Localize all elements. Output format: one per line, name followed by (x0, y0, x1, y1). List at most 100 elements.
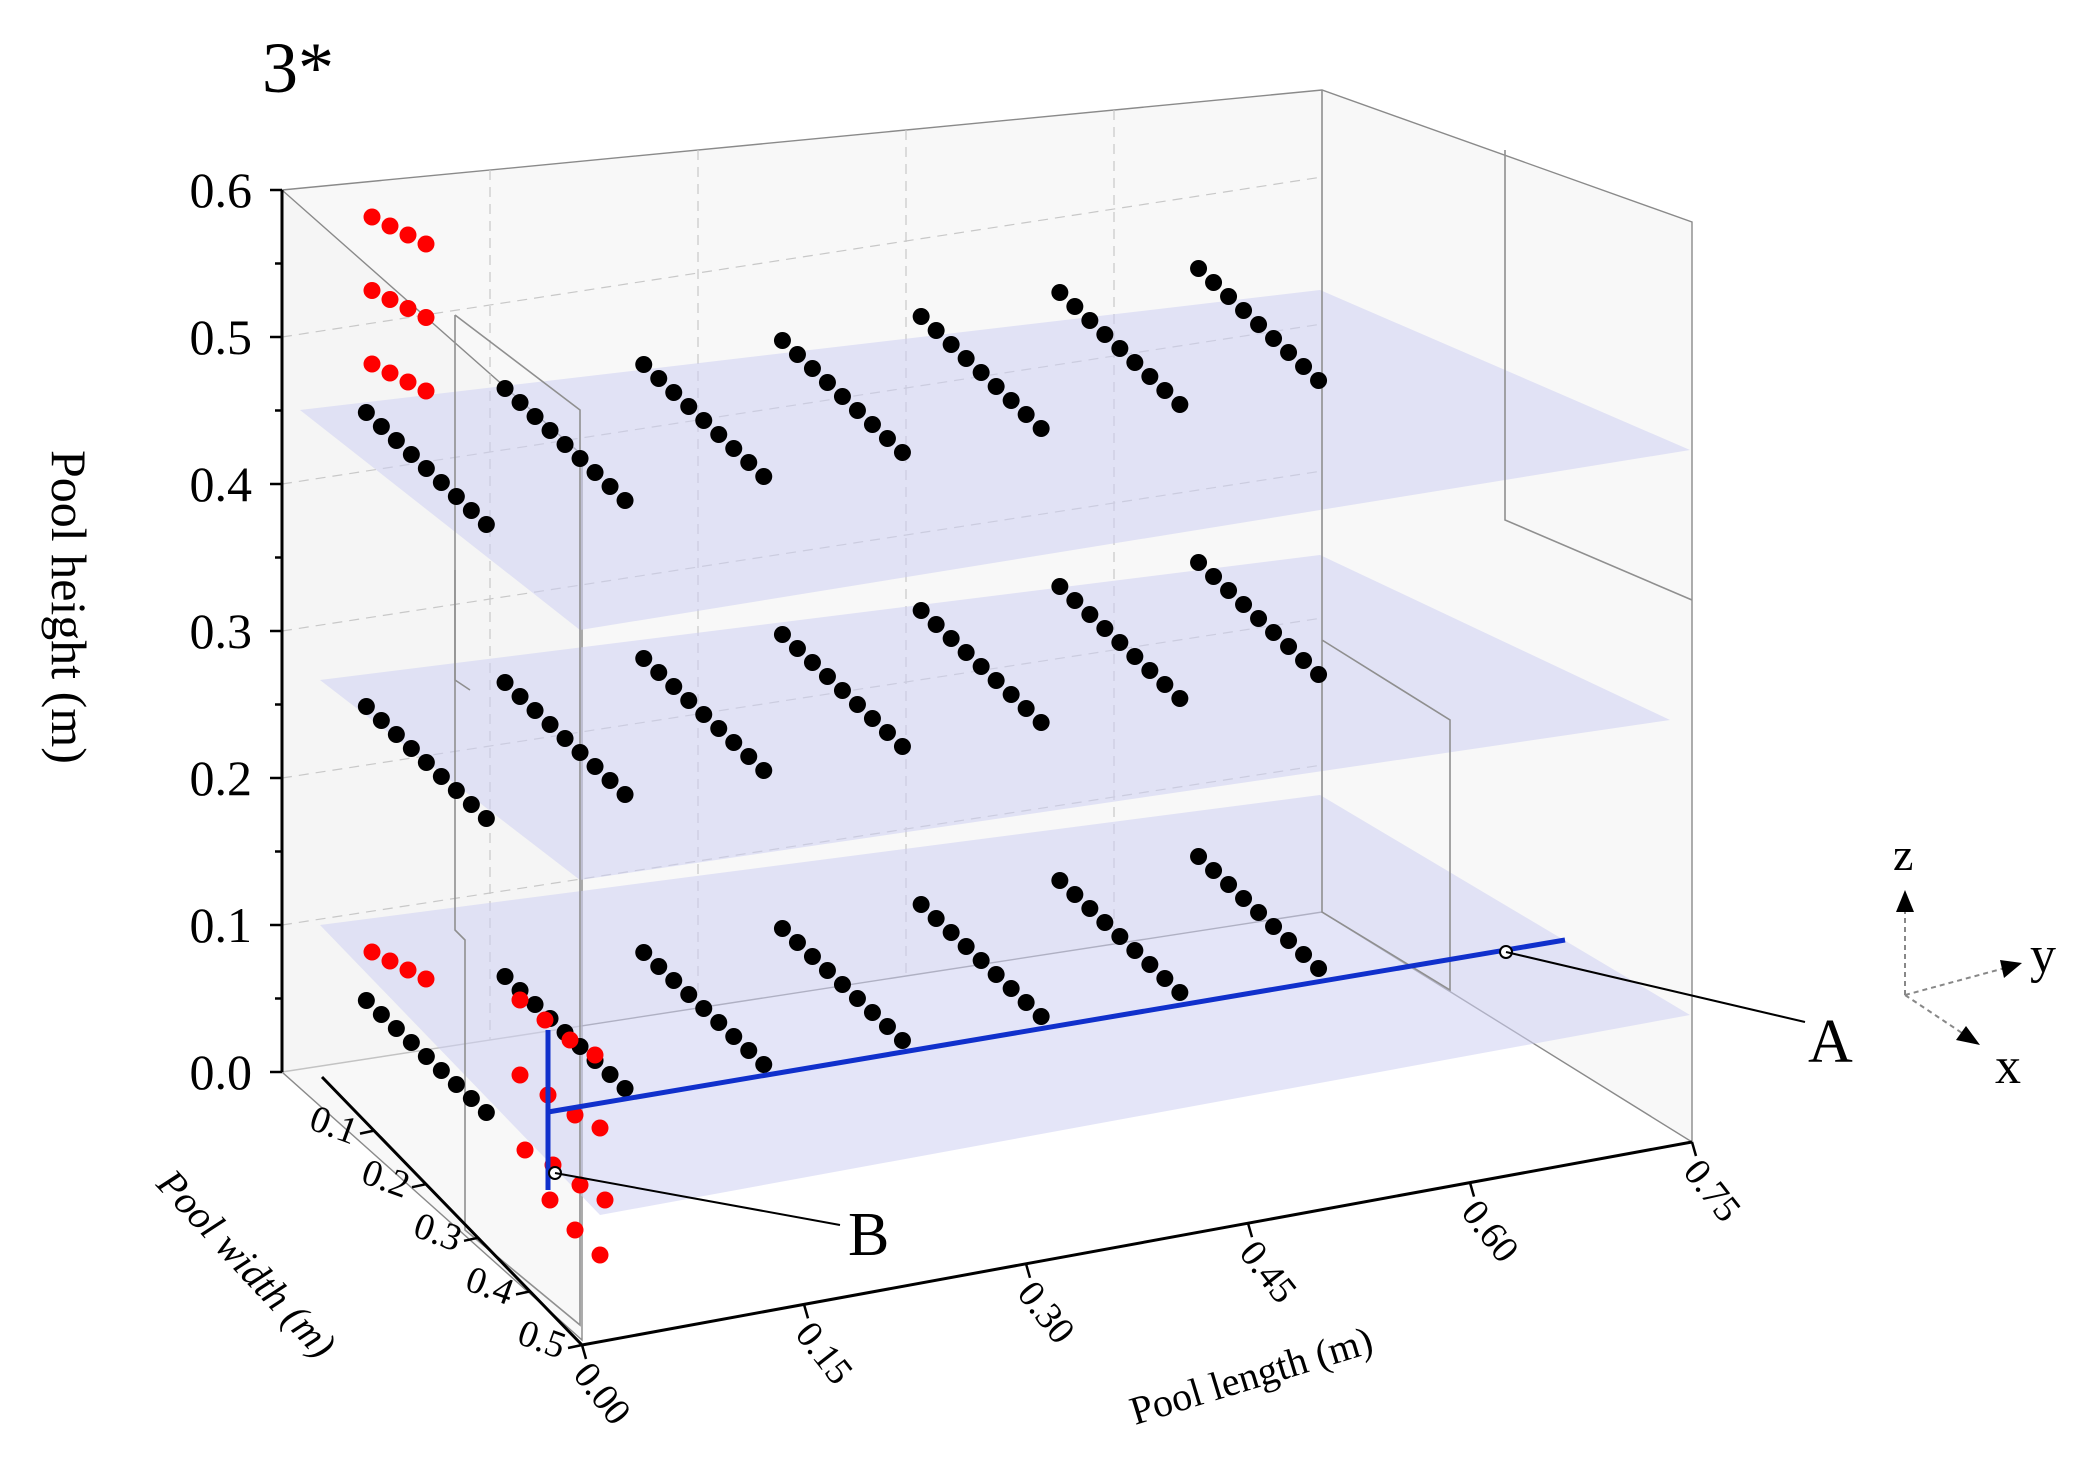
data-point (496, 968, 514, 985)
x-tick (567, 1343, 583, 1350)
data-point (942, 336, 960, 353)
inlet-point (566, 1106, 584, 1124)
triad-x-line (1904, 994, 1966, 1036)
data-point (387, 726, 405, 743)
data-point (710, 720, 728, 737)
y-tick (1468, 1182, 1476, 1197)
data-point (462, 796, 480, 813)
data-point (1220, 582, 1238, 599)
data-point (616, 1080, 634, 1097)
triad-x-arrow (1956, 1026, 1980, 1045)
data-point (833, 682, 851, 699)
data-point (1002, 980, 1020, 997)
y-tick-label: 0.60 (1453, 1192, 1527, 1270)
inlet-point (516, 1141, 534, 1159)
data-point (1017, 994, 1035, 1011)
data-point (987, 966, 1005, 983)
layer-plane-bottom (320, 795, 1690, 1215)
data-point (818, 374, 836, 391)
inlet-point (381, 952, 399, 970)
data-point (957, 938, 975, 955)
data-point (1081, 312, 1099, 329)
data-point (912, 308, 930, 325)
inlet-point (586, 1046, 604, 1064)
x-tick (463, 1236, 479, 1243)
data-point (803, 948, 821, 965)
data-point (586, 758, 604, 775)
label-b: B (848, 1201, 889, 1269)
data-point (1171, 984, 1189, 1001)
inlet-point (417, 235, 435, 253)
inlet-point (381, 364, 399, 382)
data-point (402, 1034, 420, 1051)
data-point (1111, 928, 1129, 945)
data-point (462, 1090, 480, 1107)
data-point (1280, 932, 1298, 949)
data-point (833, 976, 851, 993)
data-point (740, 1042, 758, 1059)
inlet-point (363, 355, 381, 373)
layer-plane-top (300, 290, 1690, 630)
z-tick-label: 0.6 (190, 162, 253, 218)
data-point (1111, 340, 1129, 357)
data-point (526, 702, 544, 719)
y-tick (1024, 1263, 1032, 1279)
data-point (788, 346, 806, 363)
data-point (893, 1032, 911, 1049)
data-point (601, 772, 619, 789)
data-point (1017, 700, 1035, 717)
data-point (541, 716, 559, 733)
data-point (1081, 900, 1099, 917)
data-point (893, 738, 911, 755)
data-point (1190, 260, 1208, 277)
inlet-point (571, 1176, 589, 1194)
data-point (432, 1062, 450, 1079)
data-point (417, 460, 435, 477)
z-axis: 0.0 0.1 0.2 0.3 0.4 0.5 0.6 (190, 162, 284, 1100)
data-point (601, 1066, 619, 1083)
data-point (957, 350, 975, 367)
data-point (1126, 942, 1144, 959)
inlet-point (417, 382, 435, 400)
data-point (1141, 368, 1159, 385)
data-point (357, 404, 375, 421)
data-point (987, 378, 1005, 395)
data-point (1032, 714, 1050, 731)
layer-plane-middle (320, 555, 1670, 880)
data-point (1017, 406, 1035, 423)
data-point (447, 1076, 465, 1093)
data-point (1066, 592, 1084, 609)
data-point (372, 712, 390, 729)
data-point (942, 630, 960, 647)
inlet-point (381, 217, 399, 235)
y-tick (580, 1344, 588, 1360)
leader-b (554, 1172, 841, 1226)
data-point (972, 364, 990, 381)
x-axis-title: Pool width (m) (148, 1160, 345, 1367)
y-tick (1690, 1141, 1698, 1157)
data-point (942, 924, 960, 941)
inlet-point (536, 1011, 554, 1029)
data-point (755, 762, 773, 779)
data-point (740, 454, 758, 471)
data-point (1310, 666, 1328, 683)
y-tick-label: 0.00 (565, 1355, 639, 1433)
data-point (1250, 904, 1268, 921)
panel-label: 3* (262, 28, 334, 108)
data-point (972, 952, 990, 969)
leader-a (1505, 951, 1806, 1023)
data-point (1295, 358, 1313, 375)
path-line-horizontal (547, 937, 1566, 1115)
data-point (788, 640, 806, 657)
data-point (788, 934, 806, 951)
data-point (1220, 876, 1238, 893)
z-tick-label: 0.5 (190, 309, 253, 365)
data-point (1310, 960, 1328, 977)
data-point (1295, 652, 1313, 669)
data-point (878, 430, 896, 447)
data-point (972, 658, 990, 675)
data-point (496, 380, 514, 397)
data-point (1156, 970, 1174, 987)
data-point (511, 688, 529, 705)
y-tick-label: 0.30 (1009, 1273, 1083, 1351)
